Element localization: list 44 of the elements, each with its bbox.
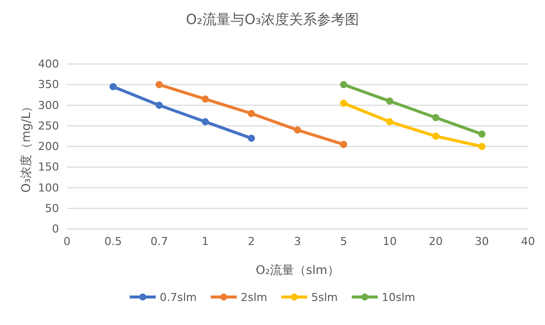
x-tick-label: 0.7 [150, 234, 168, 248]
legend-label: 10slm [382, 291, 416, 304]
point [432, 132, 440, 140]
y-tick-label: 150 [38, 160, 59, 174]
x-tick-label: 3 [294, 234, 301, 248]
x-tick-label: 30 [474, 234, 489, 248]
legend-label: 5slm [311, 291, 338, 304]
y-tick-label: 250 [38, 119, 59, 132]
x-tick-label: 5 [340, 234, 348, 248]
x-tick-label: 2 [248, 234, 255, 248]
point [340, 100, 348, 107]
point [248, 134, 255, 142]
point [478, 142, 486, 150]
y-tick-label: 350 [38, 78, 59, 92]
point [202, 96, 209, 103]
x-tick-label: 0 [64, 234, 70, 248]
point [156, 102, 163, 109]
y-axis-title: O₃浓度（mg/L） [19, 100, 33, 193]
x-tick-label: 40 [521, 234, 535, 248]
point [156, 81, 163, 88]
point [386, 98, 394, 105]
point [340, 140, 348, 148]
y-tick-label: 200 [38, 140, 59, 154]
legend-label: 2slm [240, 291, 268, 304]
x-tick-label: 0.5 [104, 234, 122, 248]
point [432, 114, 440, 122]
point [386, 118, 394, 126]
y-tick-label: 0 [52, 222, 59, 236]
chart-title: O₂流量与O₃浓度关系参考图 [186, 12, 360, 28]
x-tick-label: 1 [202, 234, 209, 248]
point [202, 118, 209, 126]
point [478, 130, 486, 138]
point [110, 83, 117, 90]
point [340, 81, 348, 88]
legend-label: 0.7slm [160, 291, 197, 304]
y-tick-label: 300 [38, 98, 59, 112]
x-tick-label: 20 [428, 234, 443, 248]
y-tick-label: 100 [38, 181, 59, 194]
x-axis-title: O₂流量（slm） [256, 263, 340, 277]
x-tick-label: 10 [382, 234, 397, 248]
y-tick-label: 400 [38, 58, 59, 71]
y-tick-label: 50 [45, 202, 59, 215]
point [294, 126, 302, 134]
point [248, 110, 255, 118]
